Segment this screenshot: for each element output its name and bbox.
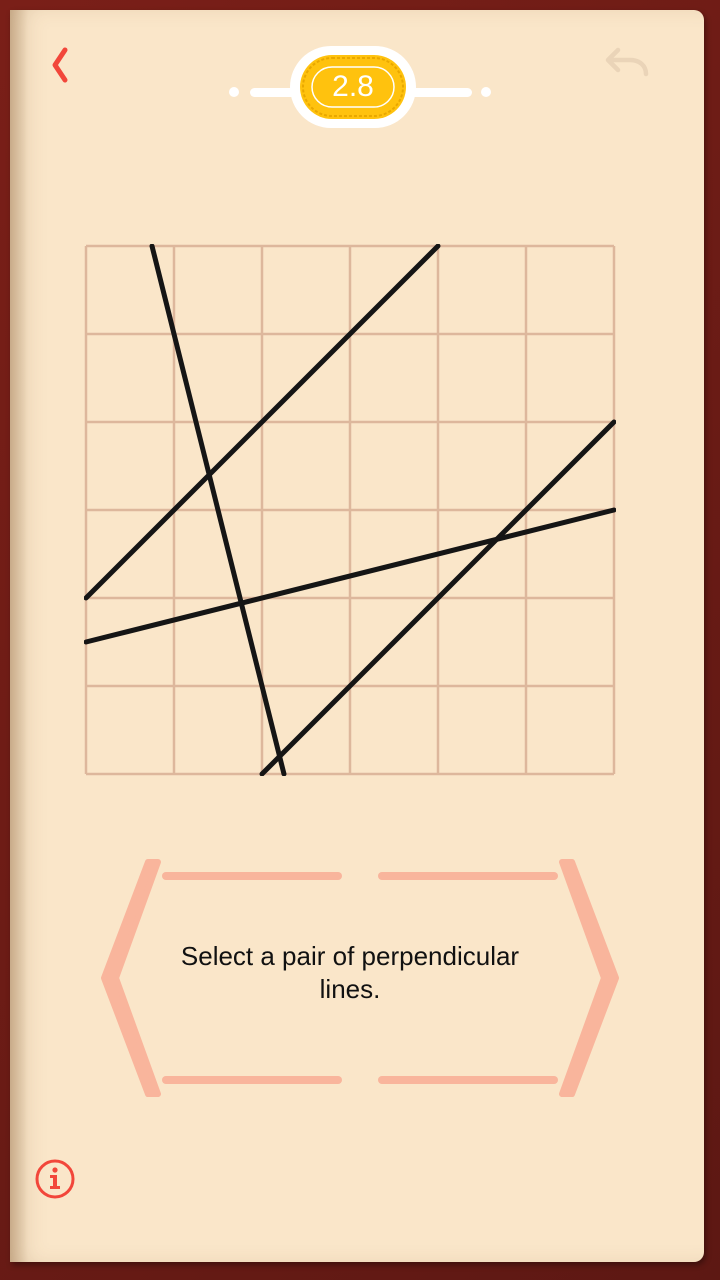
line-stroke[interactable] bbox=[259, 419, 616, 776]
page-spine-shadow bbox=[10, 10, 28, 1262]
level-badge bbox=[290, 46, 416, 128]
line-stroke[interactable] bbox=[84, 244, 441, 601]
chevron-left-icon bbox=[52, 47, 68, 83]
puzzle-board bbox=[84, 244, 616, 776]
level-number: 2.8 bbox=[332, 70, 374, 103]
puzzle-line-a[interactable] bbox=[149, 244, 287, 776]
undo-button[interactable] bbox=[600, 40, 652, 84]
undo-icon bbox=[605, 47, 649, 77]
page bbox=[10, 10, 704, 1262]
prompt-text: Select a pair of perpendicular lines. bbox=[180, 941, 520, 1004]
puzzle-grid bbox=[84, 244, 616, 776]
info-icon bbox=[35, 1159, 75, 1199]
puzzle-line-c[interactable] bbox=[259, 419, 616, 776]
puzzle-line-b[interactable] bbox=[84, 244, 441, 601]
level-progress-track bbox=[229, 87, 491, 97]
line-stroke[interactable] bbox=[149, 244, 287, 776]
puzzle-line-d[interactable] bbox=[84, 507, 616, 645]
back-button[interactable] bbox=[40, 36, 74, 92]
line-stroke[interactable] bbox=[84, 507, 616, 645]
prompt-frame bbox=[101, 859, 619, 1097]
info-button[interactable] bbox=[32, 1156, 78, 1202]
